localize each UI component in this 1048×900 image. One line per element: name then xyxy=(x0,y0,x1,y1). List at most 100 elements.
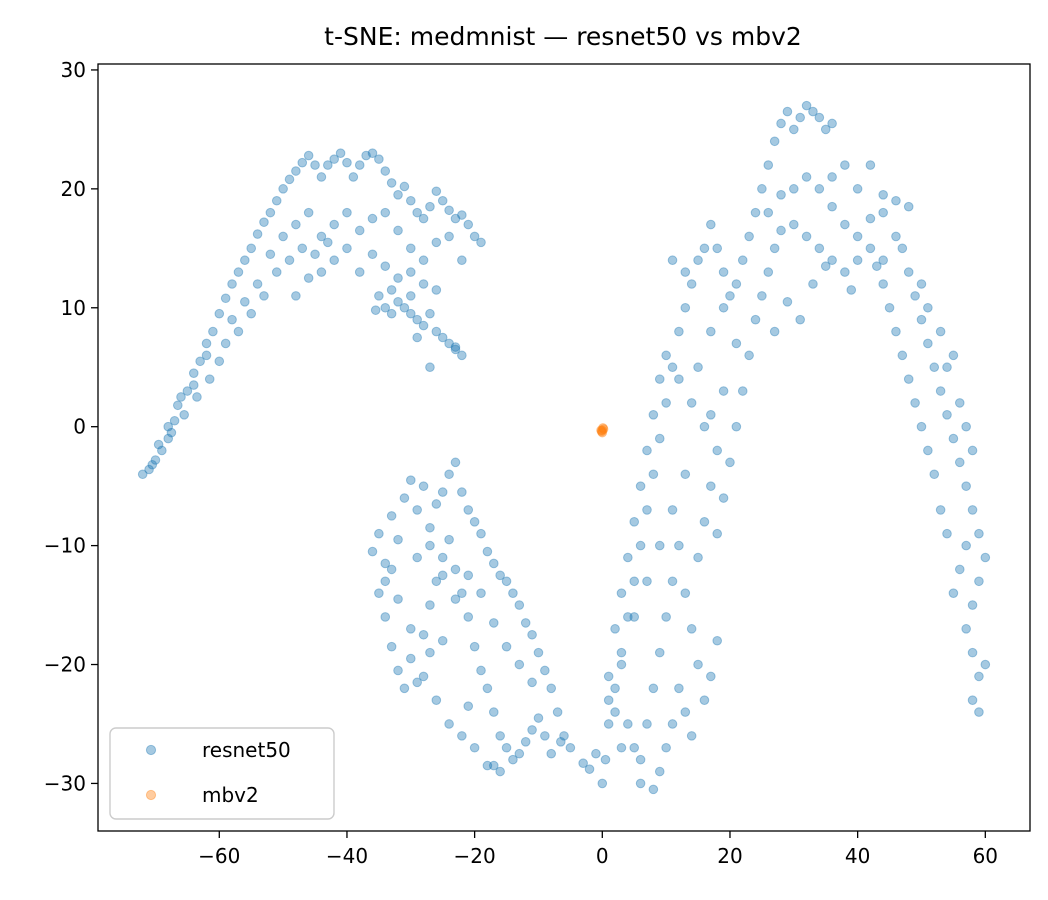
data-point-resnet50-290 xyxy=(680,707,691,717)
data-point-resnet50-275 xyxy=(642,719,652,729)
data-point-resnet50-217 xyxy=(610,683,620,694)
data-point-resnet50-85 xyxy=(188,380,199,390)
data-point-resnet50-347 xyxy=(795,314,805,325)
legend: resnet50 mbv2 xyxy=(109,727,335,820)
data-point-resnet50-260 xyxy=(654,374,665,384)
data-point-resnet50-334 xyxy=(827,255,837,266)
data-point-resnet50-150 xyxy=(527,629,537,640)
data-point-resnet50-284 xyxy=(699,695,710,705)
data-point-resnet50-24 xyxy=(297,157,308,168)
data-point-resnet50-119 xyxy=(412,332,422,343)
data-point-resnet50-108 xyxy=(393,297,403,307)
data-point-resnet50-198 xyxy=(437,570,448,581)
data-point-resnet50-297 xyxy=(610,707,620,717)
data-point-resnet50-377 xyxy=(942,528,952,539)
data-point-resnet50-324 xyxy=(827,201,837,212)
data-point-resnet50-184 xyxy=(540,731,550,741)
data-point-resnet50-133 xyxy=(418,481,429,491)
data-point-resnet50-64 xyxy=(367,213,378,224)
data-point-resnet50-252 xyxy=(603,671,614,682)
data-point-resnet50-358 xyxy=(935,386,946,396)
data-point-resnet50-212 xyxy=(584,764,595,774)
y-tick-label: 10 xyxy=(61,296,86,320)
series-mbv2 xyxy=(596,423,609,438)
data-point-resnet50-245 xyxy=(789,124,799,135)
data-point-resnet50-33 xyxy=(354,160,365,170)
data-point-resnet50-125 xyxy=(367,546,378,557)
data-point-resnet50-327 xyxy=(865,213,876,224)
data-point-resnet50-116 xyxy=(444,338,454,349)
data-point-resnet50-214 xyxy=(597,778,608,789)
data-point-resnet50-271 xyxy=(616,659,627,670)
data-point-resnet50-96 xyxy=(220,338,231,349)
data-point-resnet50-148 xyxy=(514,600,525,610)
data-point-resnet50-73 xyxy=(303,273,314,283)
x-tick-label: 60 xyxy=(973,844,998,868)
data-point-resnet50-220 xyxy=(629,576,640,587)
data-point-resnet50-255 xyxy=(623,552,633,563)
data-point-resnet50-380 xyxy=(923,445,933,456)
data-point-resnet50-14 xyxy=(233,267,244,277)
data-point-resnet50-232 xyxy=(706,219,716,230)
data-point-resnet50-101 xyxy=(284,255,295,266)
data-point-resnet50-164 xyxy=(412,677,422,688)
data-point-resnet50-23 xyxy=(291,166,301,176)
data-point-resnet50-298 xyxy=(693,552,703,563)
data-point-resnet50-236 xyxy=(731,279,742,289)
chart-title: t-SNE: medmnist — resnet50 vs mbv2 xyxy=(324,22,802,51)
data-point-resnet50-143 xyxy=(482,546,493,557)
data-point-resnet50-209 xyxy=(437,635,448,646)
data-point-resnet50-194 xyxy=(386,564,397,575)
data-point-resnet50-21 xyxy=(278,184,288,194)
data-point-resnet50-386 xyxy=(884,302,895,313)
data-point-resnet50-356 xyxy=(923,338,933,349)
data-point-resnet50-211 xyxy=(578,758,588,769)
data-point-resnet50-46 xyxy=(437,195,448,206)
data-point-resnet50-4 xyxy=(169,415,180,426)
data-point-resnet50-131 xyxy=(405,475,416,486)
data-point-mbv2-5 xyxy=(596,426,607,437)
data-point-resnet50-348 xyxy=(769,326,780,337)
data-point-resnet50-94 xyxy=(204,374,215,384)
data-point-resnet50-174 xyxy=(476,665,486,676)
data-point-resnet50-296 xyxy=(616,742,627,753)
data-point-resnet50-319 xyxy=(763,207,774,218)
data-point-resnet50-354 xyxy=(910,291,920,301)
data-point-resnet50-273 xyxy=(629,742,640,753)
data-point-resnet50-81 xyxy=(405,267,416,277)
data-point-resnet50-325 xyxy=(840,219,850,230)
data-point-resnet50-128 xyxy=(386,511,397,521)
data-point-resnet50-295 xyxy=(623,719,633,729)
data-point-resnet50-365 xyxy=(980,552,991,563)
data-point-resnet50-132 xyxy=(412,505,422,515)
data-point-resnet50-278 xyxy=(661,612,671,622)
plot-frame xyxy=(97,63,1031,832)
data-point-resnet50-337 xyxy=(865,243,876,254)
legend-box xyxy=(109,727,335,820)
data-point-resnet50-177 xyxy=(495,731,505,741)
data-point-resnet50-186 xyxy=(482,760,493,771)
data-point-resnet50-362 xyxy=(961,481,971,491)
data-point-resnet50-279 xyxy=(667,576,678,587)
data-point-resnet50-340 xyxy=(776,225,786,236)
data-point-resnet50-178 xyxy=(501,742,512,753)
data-point-resnet50-382 xyxy=(910,398,920,408)
data-point-resnet50-136 xyxy=(437,487,448,497)
data-point-resnet50-309 xyxy=(763,267,774,277)
data-point-resnet50-105 xyxy=(374,291,384,301)
data-point-resnet50-36 xyxy=(374,154,384,164)
data-point-resnet50-69 xyxy=(431,237,442,248)
data-point-resnet50-270 xyxy=(629,612,640,622)
data-point-resnet50-213 xyxy=(591,748,601,759)
data-point-resnet50-135 xyxy=(431,499,442,509)
data-point-resnet50-28 xyxy=(323,160,333,170)
data-point-resnet50-41 xyxy=(405,195,416,206)
data-point-resnet50-171 xyxy=(457,588,467,598)
data-point-resnet50-37 xyxy=(380,166,391,176)
data-point-resnet50-264 xyxy=(699,421,710,432)
data-point-resnet50-317 xyxy=(680,267,691,277)
data-point-resnet50-10 xyxy=(208,326,218,337)
data-point-resnet50-180 xyxy=(514,748,525,759)
data-point-resnet50-63 xyxy=(354,225,365,236)
